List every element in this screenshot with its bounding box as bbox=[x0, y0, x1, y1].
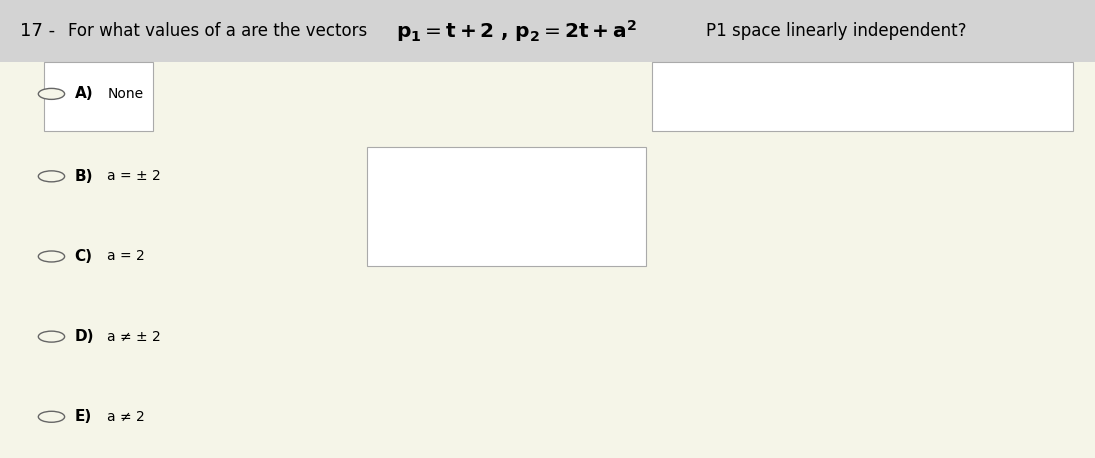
Circle shape bbox=[38, 411, 65, 422]
Text: D): D) bbox=[74, 329, 94, 344]
FancyBboxPatch shape bbox=[652, 62, 1073, 131]
Text: 17 -: 17 - bbox=[20, 22, 55, 40]
Text: B): B) bbox=[74, 169, 93, 184]
Text: a ≠ ± 2: a ≠ ± 2 bbox=[107, 330, 161, 344]
Text: C): C) bbox=[74, 249, 92, 264]
Text: P1 space linearly independent?: P1 space linearly independent? bbox=[706, 22, 967, 40]
FancyBboxPatch shape bbox=[367, 147, 646, 266]
Text: For what values of a are the vectors: For what values of a are the vectors bbox=[68, 22, 372, 40]
FancyBboxPatch shape bbox=[44, 62, 153, 131]
Text: E): E) bbox=[74, 409, 92, 424]
Circle shape bbox=[38, 331, 65, 342]
Circle shape bbox=[38, 251, 65, 262]
FancyBboxPatch shape bbox=[0, 0, 1095, 62]
Circle shape bbox=[38, 171, 65, 182]
Text: A): A) bbox=[74, 87, 93, 101]
Text: $\mathbf{p_1} = \mathbf{t + 2}\ \mathbf{,}\ \mathbf{p_2} = \mathbf{2t + a^2}$: $\mathbf{p_1} = \mathbf{t + 2}\ \mathbf{… bbox=[396, 18, 637, 44]
Text: a = 2: a = 2 bbox=[107, 250, 145, 263]
Text: a ≠ 2: a ≠ 2 bbox=[107, 410, 145, 424]
Circle shape bbox=[38, 88, 65, 99]
Text: a = ± 2: a = ± 2 bbox=[107, 169, 161, 183]
Text: None: None bbox=[107, 87, 143, 101]
